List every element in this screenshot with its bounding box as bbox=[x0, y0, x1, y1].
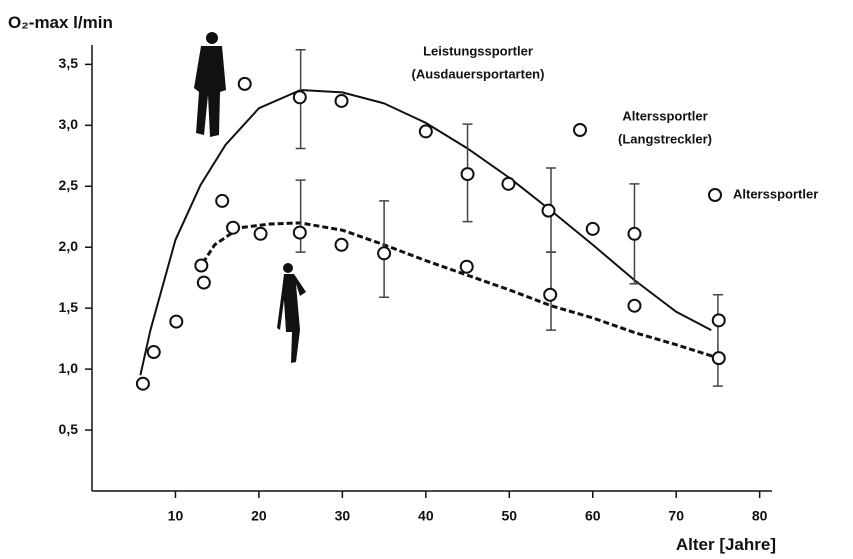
data-point bbox=[135, 376, 150, 391]
legend-marker bbox=[573, 123, 587, 137]
data-point bbox=[292, 90, 307, 105]
data-point bbox=[215, 193, 230, 208]
data-point bbox=[627, 298, 642, 313]
data-point bbox=[253, 226, 268, 241]
error-bar bbox=[712, 294, 723, 387]
data-point bbox=[460, 167, 475, 182]
data-point bbox=[226, 220, 241, 235]
data-point bbox=[292, 225, 307, 240]
annotation: (Ausdauersportarten) bbox=[412, 66, 545, 81]
woman-figure bbox=[277, 263, 306, 363]
data-point bbox=[541, 203, 556, 218]
annotation: Leistungssportler bbox=[423, 43, 533, 58]
data-point bbox=[237, 76, 252, 91]
man-figure bbox=[194, 32, 226, 137]
y-tick-label: 2,5 bbox=[59, 177, 79, 193]
data-point bbox=[711, 313, 726, 328]
y-tick-label: 3,5 bbox=[59, 55, 79, 71]
data-point bbox=[377, 246, 392, 261]
x-axis-label: Alter [Jahre] bbox=[676, 535, 776, 554]
error-bar bbox=[295, 179, 306, 253]
y-tick-label: 1,0 bbox=[59, 360, 79, 376]
data-point bbox=[627, 226, 642, 241]
legend-marker bbox=[708, 188, 722, 202]
x-tick-label: 50 bbox=[501, 508, 517, 524]
x-tick-label: 40 bbox=[418, 508, 434, 524]
data-point bbox=[711, 351, 726, 366]
x-tick-label: 30 bbox=[335, 508, 351, 524]
x-tick-label: 10 bbox=[168, 508, 184, 524]
annotation: Alterssportler bbox=[733, 186, 818, 201]
y-tick-label: 0,5 bbox=[59, 421, 79, 437]
y-axis-label: O₂-max l/min bbox=[8, 13, 113, 32]
annotation: Alterssportler bbox=[622, 108, 707, 123]
data-point bbox=[334, 237, 349, 252]
data-point bbox=[459, 259, 474, 274]
data-point bbox=[194, 258, 209, 273]
data-point bbox=[585, 221, 600, 236]
data-point bbox=[418, 124, 433, 139]
curve bbox=[139, 88, 712, 376]
x-tick-label: 70 bbox=[668, 508, 684, 524]
x-tick-label: 80 bbox=[752, 508, 768, 524]
data-point bbox=[501, 176, 516, 191]
x-tick-label: 60 bbox=[585, 508, 601, 524]
y-tick-label: 3,0 bbox=[59, 116, 79, 132]
curve bbox=[196, 221, 720, 360]
y-tick-label: 2,0 bbox=[59, 238, 79, 254]
annotation: (Langstreckler) bbox=[618, 131, 712, 146]
data-point bbox=[146, 345, 161, 360]
data-point bbox=[334, 93, 349, 108]
data-point bbox=[169, 314, 184, 329]
x-tick-label: 20 bbox=[251, 508, 267, 524]
data-point bbox=[196, 275, 211, 290]
y-tick-label: 1,5 bbox=[59, 299, 79, 315]
data-point bbox=[543, 287, 558, 302]
